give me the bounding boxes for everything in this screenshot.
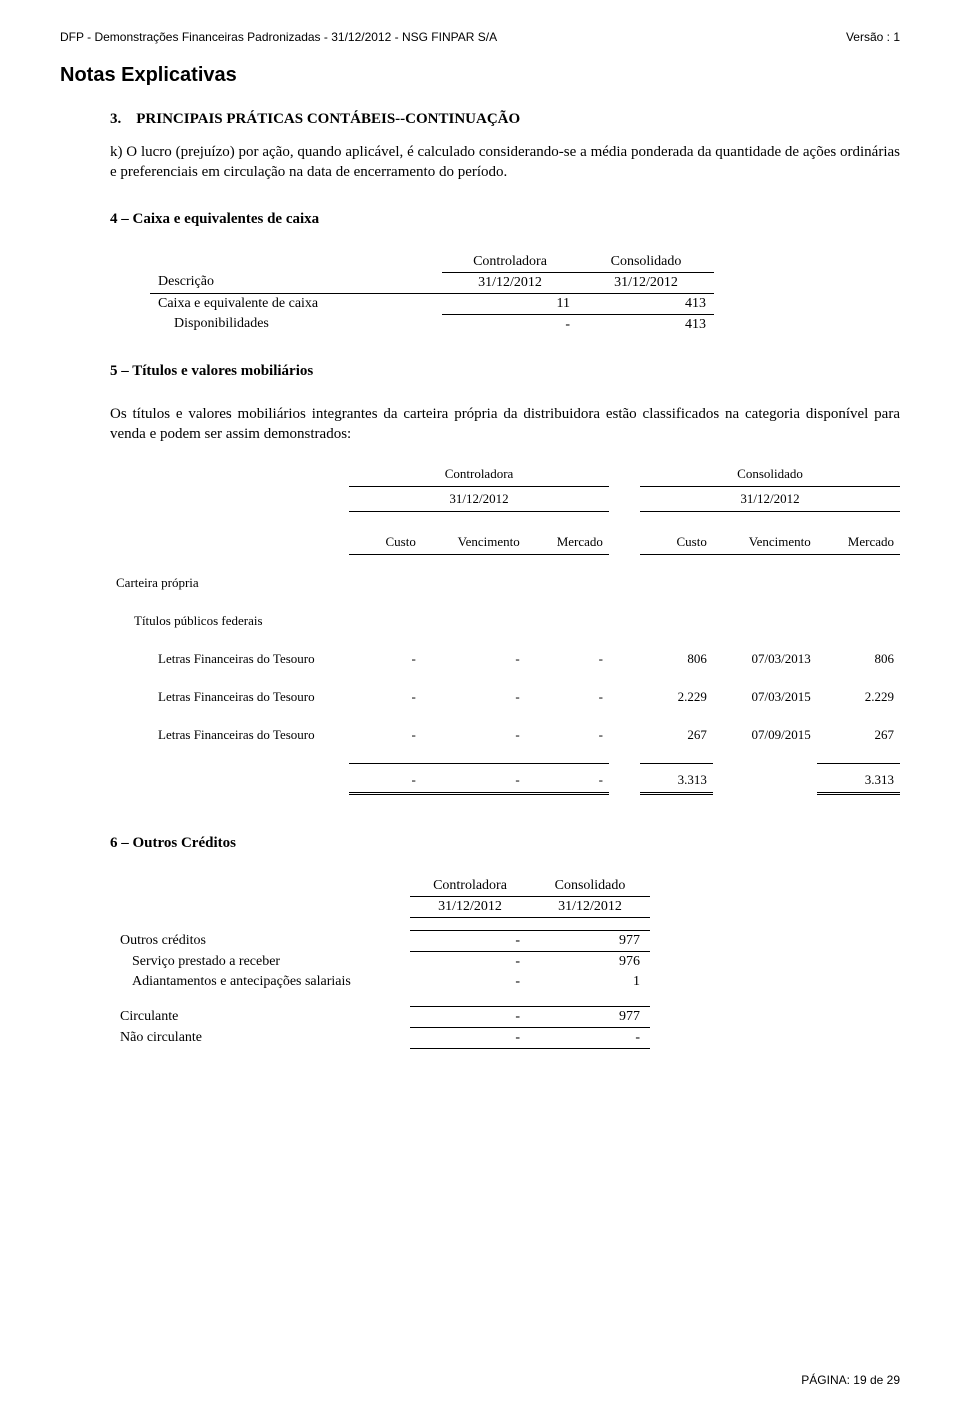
section-title: Notas Explicativas xyxy=(60,64,900,87)
grp-controladora: Controladora xyxy=(349,462,609,487)
oc-r2-v1: - xyxy=(410,952,530,973)
r2c2: - xyxy=(422,685,526,709)
sec4-title: 4 – Caixa e equivalentes de caixa xyxy=(110,211,900,228)
oc-r5-v1: - xyxy=(410,1028,530,1049)
oc-r2-label: Serviço prestado a receber xyxy=(110,952,410,973)
row-disp-v1: - xyxy=(442,314,578,335)
sec3-body: k) O lucro (prejuízo) por ação, quando a… xyxy=(110,142,900,183)
oc-r3-v2: 1 xyxy=(530,972,650,992)
doc-header-right: Versão : 1 xyxy=(846,30,900,44)
r1c6: 806 xyxy=(817,647,900,671)
sec3-title: 3. PRINCIPAIS PRÁTICAS CONTÁBEIS--CONTIN… xyxy=(110,111,900,128)
date2: 31/12/2012 xyxy=(578,272,714,293)
row-carteira: Carteira própria xyxy=(110,571,349,595)
oc-r4-label: Circulante xyxy=(110,1007,410,1028)
r3c4: 267 xyxy=(640,723,713,747)
totc4: 3.313 xyxy=(640,764,713,794)
r3c1: - xyxy=(349,723,422,747)
col-header-controladora: Controladora xyxy=(442,252,578,273)
r3c6: 267 xyxy=(817,723,900,747)
row-caixa-v1: 11 xyxy=(442,293,578,314)
r2c4: 2.229 xyxy=(640,685,713,709)
sec5-title: 5 – Títulos e valores mobiliários xyxy=(110,363,900,380)
h-merc1: Mercado xyxy=(526,530,609,555)
row-disp-v2: 413 xyxy=(578,314,714,335)
r1c2: - xyxy=(422,647,526,671)
oc-r1-v2: 977 xyxy=(530,931,650,952)
oc-r4-v1: - xyxy=(410,1007,530,1028)
oc-date2: 31/12/2012 xyxy=(530,897,650,918)
r2c1: - xyxy=(349,685,422,709)
h-custo2: Custo xyxy=(640,530,713,555)
oc-r5-v2: - xyxy=(530,1028,650,1049)
h-merc2: Mercado xyxy=(817,530,900,555)
oc-col2: Consolidado xyxy=(530,876,650,897)
table-titulos: Controladora Consolidado 31/12/2012 31/1… xyxy=(110,462,900,795)
r3c2: - xyxy=(422,723,526,747)
oc-col1: Controladora xyxy=(410,876,530,897)
totc3: - xyxy=(526,764,609,794)
oc-r2-v2: 976 xyxy=(530,952,650,973)
r3c5: 07/09/2015 xyxy=(713,723,817,747)
desc-label: Descrição xyxy=(150,272,442,293)
oc-date1: 31/12/2012 xyxy=(410,897,530,918)
h-venc2: Vencimento xyxy=(713,530,817,555)
h-venc1: Vencimento xyxy=(422,530,526,555)
oc-r3-v1: - xyxy=(410,972,530,992)
sec6-title: 6 – Outros Créditos xyxy=(110,835,900,852)
sec5-body: Os títulos e valores mobiliários integra… xyxy=(110,404,900,445)
r2c5: 07/03/2015 xyxy=(713,685,817,709)
row-lft-2: Letras Financeiras do Tesouro xyxy=(110,685,349,709)
totc1: - xyxy=(349,764,422,794)
row-lft-3: Letras Financeiras do Tesouro xyxy=(110,723,349,747)
oc-r1-v1: - xyxy=(410,931,530,952)
grp-date2: 31/12/2012 xyxy=(640,487,900,512)
totc5 xyxy=(713,764,817,794)
r1c1: - xyxy=(349,647,422,671)
totc2: - xyxy=(422,764,526,794)
table-caixa: Controladora Consolidado Descrição 31/12… xyxy=(150,252,714,335)
grp-consolidado: Consolidado xyxy=(640,462,900,487)
table-outros-creditos: Controladora Consolidado 31/12/2012 31/1… xyxy=(110,876,650,1049)
date1: 31/12/2012 xyxy=(442,272,578,293)
totc6: 3.313 xyxy=(817,764,900,794)
col-header-consolidado: Consolidado xyxy=(578,252,714,273)
row-titulos-pub: Títulos públicos federais xyxy=(110,609,349,633)
oc-r1-label: Outros créditos xyxy=(110,931,410,952)
r1c4: 806 xyxy=(640,647,713,671)
oc-r5-label: Não circulante xyxy=(110,1028,410,1049)
row-caixa-v2: 413 xyxy=(578,293,714,314)
oc-r4-v2: 977 xyxy=(530,1007,650,1028)
row-caixa-label: Caixa e equivalente de caixa xyxy=(150,293,442,314)
oc-r3-label: Adiantamentos e antecipações salariais xyxy=(110,972,410,992)
doc-header-left: DFP - Demonstrações Financeiras Padroniz… xyxy=(60,30,497,44)
row-disp-label: Disponibilidades xyxy=(150,314,442,335)
grp-date1: 31/12/2012 xyxy=(349,487,609,512)
h-custo1: Custo xyxy=(349,530,422,555)
r1c3: - xyxy=(526,647,609,671)
row-lft-1: Letras Financeiras do Tesouro xyxy=(110,647,349,671)
r3c3: - xyxy=(526,723,609,747)
r1c5: 07/03/2013 xyxy=(713,647,817,671)
r2c6: 2.229 xyxy=(817,685,900,709)
page-footer: PÁGINA: 19 de 29 xyxy=(801,1373,900,1387)
r2c3: - xyxy=(526,685,609,709)
